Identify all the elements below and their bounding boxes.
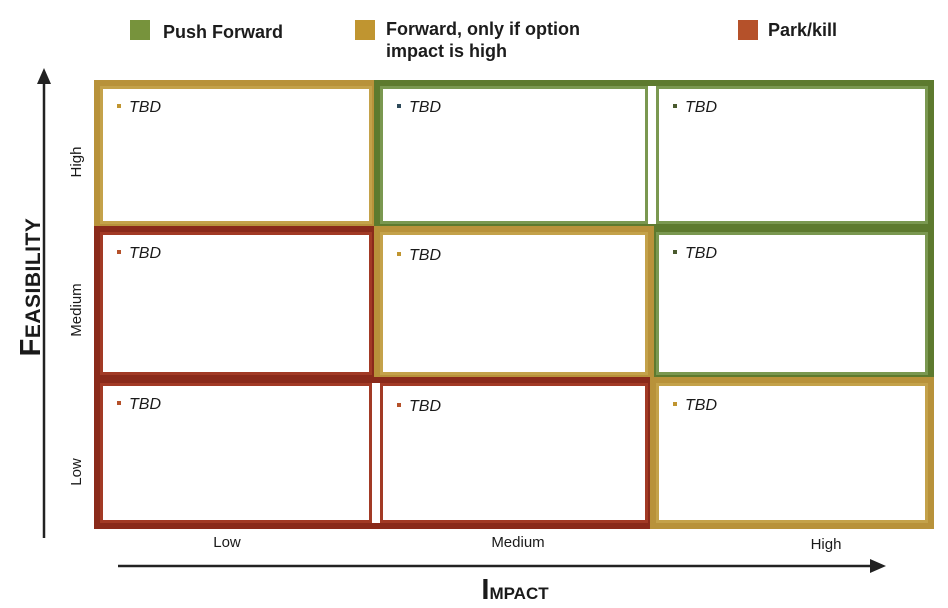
bullet-icon (117, 103, 121, 108)
cell-item: TBD (673, 245, 717, 263)
legend-label-forward-line1: Forward, only if option (386, 19, 580, 39)
legend-label-push-forward: Push Forward (163, 22, 284, 42)
bullet-icon (673, 249, 677, 254)
cell-low-medium: TBD (380, 383, 648, 523)
cell-high-medium: TBD (380, 86, 648, 224)
bullet-icon (397, 103, 401, 108)
cell-item: TBD (397, 99, 441, 117)
legend-label-forward-conditional: Forward, only if option impact is high (386, 18, 580, 62)
cell-item: TBD (117, 396, 161, 414)
bullet-icon (117, 249, 121, 254)
cell-high-high: TBD (656, 86, 928, 224)
x-tick-medium: Medium (491, 534, 545, 551)
x-tick-high: High (810, 536, 842, 553)
cell-medium-low: TBD (100, 232, 372, 375)
y-axis-arrow (37, 68, 51, 538)
bullet-icon (673, 401, 677, 406)
cell-item: TBD (397, 398, 441, 416)
cell-item: TBD (117, 99, 161, 117)
cell-item: TBD (673, 397, 717, 415)
bullet-icon (397, 402, 401, 407)
y-axis-title: FEASIBILITY (15, 217, 47, 357)
legend-label-forward-line2: impact is high (386, 41, 508, 61)
zone-gold-bottom-right (650, 377, 934, 529)
y-tick-high: High (68, 146, 85, 178)
cell-medium-medium: TBD (380, 232, 648, 375)
x-tick-low: Low (213, 534, 241, 551)
cell-item: TBD (397, 247, 441, 265)
cell-low-high: TBD (656, 383, 928, 523)
cell-item: TBD (673, 99, 717, 117)
cell-item: TBD (117, 245, 161, 263)
y-tick-medium: Medium (68, 283, 85, 337)
legend-swatch-forward-conditional (355, 20, 375, 40)
cell-medium-high: TBD (656, 232, 928, 375)
cell-high-low: TBD (100, 86, 372, 224)
bullet-icon (673, 103, 677, 108)
x-axis-arrow (118, 559, 886, 573)
bullet-icon (117, 400, 121, 405)
legend-label-park-kill: Park/kill (768, 20, 838, 40)
y-tick-low: Low (68, 458, 85, 486)
legend-swatch-push-forward (130, 20, 150, 40)
cell-low-low: TBD (100, 383, 372, 523)
bullet-icon (397, 251, 401, 256)
x-axis-title: IMPACT (481, 574, 549, 606)
legend-swatch-park-kill (738, 20, 758, 40)
